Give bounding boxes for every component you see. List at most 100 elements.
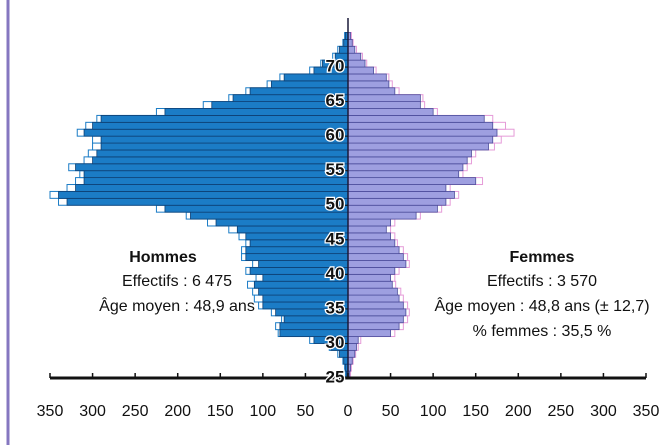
bar [347,66,374,75]
bar [347,197,447,206]
axes: 350 300 250 200 150 100 50 0 50 100 150 200 250 300 35… [37,18,660,420]
x-tick-label: 300 [590,403,617,420]
bar [347,225,387,234]
annotation: Effectifs : 6 475 [122,273,232,290]
bar [279,322,349,331]
x-tick-label: 0 [344,403,353,420]
bar [347,184,447,192]
y-tick-label: 50 [326,195,345,214]
bar [339,45,349,54]
x-tick-label: 100 [250,403,277,420]
x-tick-label: 350 [37,403,64,420]
bar [347,343,357,351]
x-tick-label: 200 [505,403,532,420]
bar [347,349,356,358]
bar [75,184,349,192]
y-tick-label: 25 [326,367,345,386]
bar [347,218,391,227]
bar [100,135,349,144]
bar [347,287,398,296]
bar [347,80,390,89]
bar [347,108,434,116]
series-name: Femmes [510,249,575,266]
annotation: % femmes : 35,5 % [473,323,612,340]
bar [58,191,349,199]
bar [347,336,359,344]
bar [347,135,494,144]
bar [347,94,421,103]
bar [347,156,468,165]
bar [83,177,349,185]
y-tick-label: 65 [326,91,345,110]
bar [347,87,396,96]
bar [347,163,464,172]
bar [164,204,349,213]
bar [347,128,498,137]
bar [347,294,400,303]
x-tick-label: 300 [79,403,106,420]
y-tick-label: 55 [326,160,345,179]
bar [347,101,421,109]
bar [347,253,404,261]
bar [347,204,438,213]
bar [347,273,391,282]
bar [347,260,407,268]
x-tick-label: 100 [420,403,447,420]
x-tick-label: 350 [633,403,660,420]
annotation: Effectifs : 3 570 [487,273,597,290]
bar [347,267,396,275]
bar [347,121,494,130]
bar [66,197,349,206]
bar [258,287,349,296]
bar [347,315,404,324]
bar [347,322,400,331]
x-tick-label: 250 [122,403,149,420]
x-tick-label: 200 [164,403,191,420]
bar [347,211,417,220]
bar [347,59,366,68]
y-tick-label: 45 [326,229,345,248]
bar [75,163,349,172]
bar [347,329,391,337]
bar [83,170,349,179]
bar [347,149,472,158]
y-tick-label: 35 [326,298,345,317]
annotation: Âge moyen : 48,9 ans [99,296,255,315]
bar [347,45,356,54]
bar [347,177,477,185]
bar [190,211,349,220]
bar [347,73,387,82]
bar [100,142,349,151]
y-tick-label: 40 [326,264,345,283]
bar [347,232,391,241]
x-tick-label: 50 [297,403,315,420]
y-tick-label: 60 [326,126,345,145]
bar [347,308,407,317]
bar [347,191,455,199]
bars [49,32,515,379]
bar [347,246,400,255]
x-tick-label: 50 [382,403,400,420]
y-tick-label: 70 [326,57,345,76]
bar [270,80,349,89]
bar [347,239,396,248]
x-tick-label: 250 [548,403,575,420]
bar [347,170,460,179]
bar [347,115,485,123]
bar [164,108,349,116]
bar [215,218,349,227]
bar [245,253,349,261]
x-tick-label: 150 [462,403,489,420]
x-tick-label: 150 [207,403,234,420]
annotation: Âge moyen : 48,8 ans (± 12,7) [434,296,649,315]
bar [96,149,349,158]
bar [100,115,349,123]
series-name: Hommes [129,249,197,266]
bar [92,121,349,130]
bar [347,142,489,151]
bar [83,128,349,137]
bar [347,280,393,289]
bar [347,52,362,61]
bar [92,156,349,165]
